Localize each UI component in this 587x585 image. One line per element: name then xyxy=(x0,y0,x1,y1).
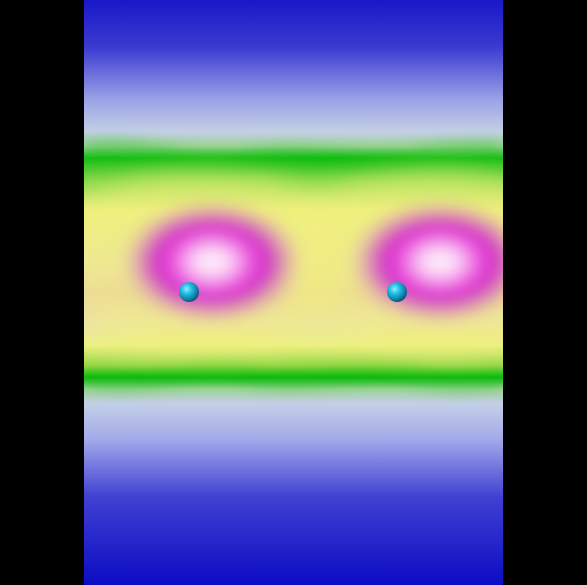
density-plot xyxy=(84,0,503,585)
density-blob-right xyxy=(348,200,503,324)
atom-sphere-right xyxy=(387,282,407,302)
density-blob-left xyxy=(120,200,304,324)
atom-sphere-left xyxy=(179,282,199,302)
band-edge-waves xyxy=(84,142,503,387)
density-viewport xyxy=(84,0,503,585)
